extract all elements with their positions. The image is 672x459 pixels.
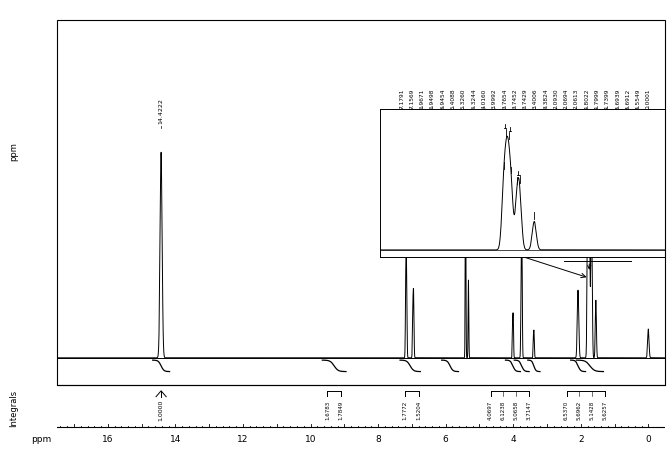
Text: 14.4222: 14.4222 <box>159 98 163 124</box>
Text: 5.1428: 5.1428 <box>590 400 595 419</box>
Text: 8: 8 <box>375 434 381 443</box>
Text: 6.1238: 6.1238 <box>501 400 506 419</box>
Text: 3.4006: 3.4006 <box>533 88 538 108</box>
Text: 16: 16 <box>102 434 114 443</box>
Text: 6: 6 <box>443 434 448 443</box>
Text: Integrals: Integrals <box>9 389 18 426</box>
Text: 4.0697: 4.0697 <box>488 400 493 419</box>
Text: 2: 2 <box>578 434 583 443</box>
Text: 0.0001: 0.0001 <box>646 88 651 108</box>
Text: 1.6783: 1.6783 <box>325 400 330 419</box>
Text: 1.7999: 1.7999 <box>595 88 599 108</box>
Text: 7.1791: 7.1791 <box>399 88 405 108</box>
Text: 5.3244: 5.3244 <box>471 88 476 108</box>
Text: 1.7849: 1.7849 <box>339 400 343 419</box>
Text: 6.9498: 6.9498 <box>430 88 435 108</box>
Text: 5.6962: 5.6962 <box>577 400 582 419</box>
Text: 1.6912: 1.6912 <box>626 88 630 108</box>
Text: ppm: ppm <box>9 142 18 161</box>
Text: 3.7452: 3.7452 <box>512 88 517 108</box>
Text: 6.5370: 6.5370 <box>564 400 569 419</box>
Text: 1.0000: 1.0000 <box>159 399 163 420</box>
Text: 12: 12 <box>237 434 249 443</box>
Text: 1.7399: 1.7399 <box>605 88 610 108</box>
Text: 10: 10 <box>305 434 317 443</box>
Text: 3.7654: 3.7654 <box>502 88 507 108</box>
Text: 5.6257: 5.6257 <box>603 400 607 419</box>
Text: 3.7147: 3.7147 <box>527 400 532 419</box>
Text: 1.6939: 1.6939 <box>615 88 620 108</box>
Text: 1.7772: 1.7772 <box>403 400 408 419</box>
Text: 4.0160: 4.0160 <box>481 88 487 108</box>
Text: 6.9454: 6.9454 <box>440 88 446 108</box>
Text: 3.7429: 3.7429 <box>523 88 528 108</box>
Text: 1.8022: 1.8022 <box>584 88 589 108</box>
Text: 3.9992: 3.9992 <box>492 88 497 108</box>
Text: 2.0930: 2.0930 <box>554 88 558 108</box>
Text: 3.3824: 3.3824 <box>543 88 548 108</box>
Text: 0: 0 <box>646 434 651 443</box>
Text: 2.0694: 2.0694 <box>564 88 569 108</box>
Text: 5.0658: 5.0658 <box>514 400 519 419</box>
Text: 5.3260: 5.3260 <box>461 88 466 108</box>
Text: ppm: ppm <box>31 434 51 443</box>
Text: 2.0613: 2.0613 <box>574 88 579 108</box>
Text: 7.1569: 7.1569 <box>409 88 415 108</box>
Text: 4: 4 <box>511 434 516 443</box>
Text: 6.9671: 6.9671 <box>420 88 425 108</box>
Text: 1.5204: 1.5204 <box>416 400 421 419</box>
Text: 5.4088: 5.4088 <box>451 88 456 108</box>
Text: 14: 14 <box>170 434 181 443</box>
Text: 1.5549: 1.5549 <box>636 88 640 108</box>
